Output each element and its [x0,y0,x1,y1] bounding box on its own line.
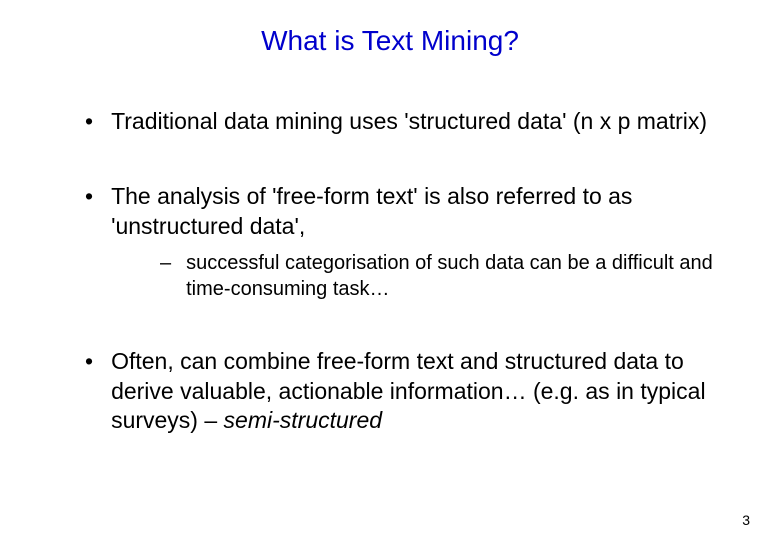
bullet-item: • Traditional data mining uses 'structur… [85,107,730,137]
bullet-text: Traditional data mining uses 'structured… [111,107,707,137]
sub-bullet-list: – successful categorisation of such data… [160,250,730,302]
bullet-text: Often, can combine free-form text and st… [111,347,730,437]
bullet-marker: • [85,347,93,437]
bullet-list: • Traditional data mining uses 'structur… [85,107,730,436]
bullet-marker: • [85,182,93,242]
sub-bullet-marker: – [160,250,171,302]
bullet-item: • Often, can combine free-form text and … [85,347,730,437]
bullet-item: • The analysis of 'free-form text' is al… [85,182,730,242]
sub-bullet-text: successful categorisation of such data c… [186,250,730,302]
page-number: 3 [742,512,750,528]
sub-bullet-item: – successful categorisation of such data… [160,250,730,302]
bullet-text: The analysis of 'free-form text' is also… [111,182,730,242]
bullet-marker: • [85,107,93,137]
italic-text: semi-structured [224,407,382,433]
slide-title: What is Text Mining? [50,25,730,57]
